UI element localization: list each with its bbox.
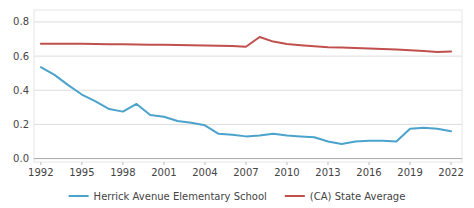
plot-frame <box>34 10 462 162</box>
x-tick-label: 2001 <box>151 167 176 178</box>
x-tick <box>81 162 82 165</box>
x-tick-label: 2010 <box>274 167 299 178</box>
x-tick <box>327 162 328 165</box>
legend-label: (CA) State Average <box>310 191 406 202</box>
grid-line <box>34 124 462 125</box>
y-axis: 0.0 0.2 0.4 0.6 0.8 <box>13 16 462 164</box>
x-tick-label: 2019 <box>397 167 422 178</box>
legend-swatch <box>285 195 305 197</box>
series-line <box>41 67 451 144</box>
legend-item: Herrick Avenue Elementary School <box>69 191 267 202</box>
x-tick <box>204 162 205 165</box>
x-tick-label: 1995 <box>69 167 94 178</box>
y-tick-label: 0.4 <box>13 85 29 96</box>
x-tick-label: 2004 <box>192 167 217 178</box>
legend-label: Herrick Avenue Elementary School <box>94 191 267 202</box>
chart: 0.0 0.2 0.4 0.6 0.8 1992 1995 1998 2001 2004 2007 2… <box>0 0 474 208</box>
y-tick-label: 0.2 <box>13 119 29 130</box>
grid-line <box>34 90 462 91</box>
legend-item: (CA) State Average <box>285 191 406 202</box>
grid-line <box>34 21 462 22</box>
y-tick-label: 0.6 <box>13 51 29 62</box>
x-tick-label: 2016 <box>356 167 381 178</box>
x-tick <box>122 162 123 165</box>
grid-line <box>34 158 462 159</box>
x-tick <box>286 162 287 165</box>
x-tick <box>369 162 370 165</box>
y-tick-label: 0.0 <box>13 153 29 164</box>
x-tick <box>451 162 452 165</box>
legend-swatch <box>69 195 89 197</box>
x-tick <box>245 162 246 165</box>
x-tick-label: 2022 <box>438 167 463 178</box>
x-tick-label: 2013 <box>315 167 340 178</box>
series-line <box>41 37 451 52</box>
lines <box>41 37 451 144</box>
x-tick-label: 1992 <box>28 167 53 178</box>
x-tick-label: 1998 <box>110 167 135 178</box>
grid-line <box>34 56 462 57</box>
y-tick-label: 0.8 <box>13 16 29 27</box>
x-tick <box>410 162 411 165</box>
x-tick-label: 2007 <box>233 167 258 178</box>
x-tick <box>40 162 41 165</box>
x-axis: 1992 1995 1998 2001 2004 2007 2010 2013 2016 2019… <box>28 162 464 178</box>
x-tick <box>163 162 164 165</box>
legend: Herrick Avenue Elementary School (CA) Sta… <box>69 191 406 202</box>
